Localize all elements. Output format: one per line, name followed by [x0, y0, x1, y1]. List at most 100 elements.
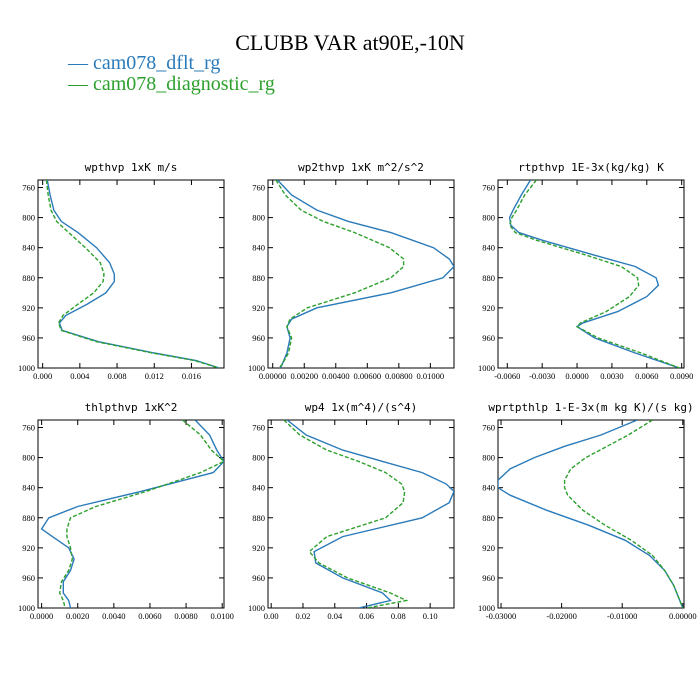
y-tick-label: 760 [482, 183, 495, 193]
y-tick-label: 920 [252, 543, 265, 553]
x-tick-label: 0.00 [264, 611, 279, 621]
x-tick-label: 0.00400 [322, 371, 350, 381]
series-line-dflt [498, 420, 684, 608]
panel-3: rtpthvp 1E-3x(kg/kg) K 760 800 840 880 920 960… [478, 161, 693, 381]
y-tick-label: 1000 [248, 603, 265, 613]
x-tick-label: 0.016 [182, 371, 201, 381]
x-tick-label: 0.0060 [138, 611, 161, 621]
y-tick-label: 920 [22, 303, 35, 313]
y-tick-label: 1000 [18, 363, 35, 373]
y-tick-label: 760 [252, 183, 265, 193]
y-tick-label: 840 [252, 483, 265, 493]
x-tick-label: 0.012 [145, 371, 164, 381]
y-tick-label: 1000 [248, 363, 265, 373]
plot-frame [497, 419, 685, 609]
plot-frame [37, 419, 225, 609]
y-tick-label: 800 [482, 453, 495, 463]
x-tick-label: 0.0000 [30, 611, 53, 621]
y-tick-label: 960 [482, 333, 495, 343]
x-tick-label: 0.01000 [417, 371, 445, 381]
x-tick-label: 0.00800 [385, 371, 413, 381]
panel-5: wp4 1x(m^4)/(s^4)76080084088092096010000… [248, 401, 455, 621]
y-tick-label: 960 [22, 333, 35, 343]
x-tick-label: -0.0030 [529, 371, 555, 381]
y-tick-label: 920 [22, 543, 35, 553]
y-tick-label: 840 [252, 243, 265, 253]
series-line-diagnostic [283, 420, 409, 608]
x-tick-label: 0.000 [33, 371, 52, 381]
x-tick-label: 0.00600 [353, 371, 381, 381]
y-tick-label: 880 [22, 273, 35, 283]
y-tick-label: 760 [22, 423, 35, 433]
legend-dash: — [68, 52, 88, 74]
x-tick-label: 0.0030 [600, 371, 623, 381]
y-tick-label: 760 [22, 183, 35, 193]
x-tick-label: -0.0060 [494, 371, 520, 381]
y-tick-label: 960 [22, 573, 35, 583]
series-line-dflt [508, 180, 680, 368]
series-line-dflt [286, 420, 454, 608]
y-tick-label: 880 [252, 513, 265, 523]
series-line-dflt [276, 180, 454, 368]
panel-4: thlpthvp 1xK^276080084088092096010000.00… [18, 401, 234, 621]
x-tick-label: 0.0060 [635, 371, 658, 381]
panel-title: wprtpthlp 1-E-3x(m kg K)/(s kg) [488, 401, 693, 414]
y-tick-label: 800 [22, 453, 35, 463]
legend-dash: — [68, 73, 88, 95]
y-tick-label: 760 [482, 423, 495, 433]
y-tick-label: 800 [22, 213, 35, 223]
x-tick-label: 0.08 [391, 611, 406, 621]
y-tick-label: 880 [22, 513, 35, 523]
y-tick-label: 880 [482, 513, 495, 523]
series-line-diagnostic [275, 180, 405, 368]
y-tick-label: 920 [252, 303, 265, 313]
panel-title: wp4 1x(m^4)/(s^4) [305, 401, 418, 414]
x-tick-label: 0.0040 [102, 611, 125, 621]
legend-label: cam078_diagnostic_rg [93, 73, 275, 95]
y-tick-label: 840 [482, 243, 495, 253]
x-tick-label: -0.02000 [546, 611, 576, 621]
plot-frame [37, 179, 225, 369]
x-tick-label: 0.04 [327, 611, 343, 621]
x-tick-label: 0.0080 [174, 611, 197, 621]
y-tick-label: 800 [482, 213, 495, 223]
x-tick-label: -0.01000 [607, 611, 637, 621]
y-tick-label: 920 [482, 543, 495, 553]
y-tick-label: 1000 [478, 363, 495, 373]
y-tick-label: 760 [252, 423, 265, 433]
y-tick-label: 840 [22, 243, 35, 253]
x-tick-label: 0.00000 [669, 611, 697, 621]
legend-label: cam078_dflt_rg [93, 52, 221, 74]
y-tick-label: 960 [482, 573, 495, 583]
y-tick-label: 840 [22, 483, 35, 493]
y-tick-label: 920 [482, 303, 495, 313]
legend-entry-diagnostic: — cam078_diagnostic_rg [68, 73, 275, 96]
y-tick-label: 840 [482, 483, 495, 493]
plot-frame [267, 179, 455, 369]
x-tick-label: 0.0000 [565, 371, 588, 381]
x-tick-label: 0.00200 [290, 371, 318, 381]
series-line-dflt [46, 180, 220, 368]
y-tick-label: 1000 [18, 603, 35, 613]
panel-title: wp2thvp 1xK m^2/s^2 [298, 161, 424, 174]
figure-title: CLUBB VAR at90E,-10N [235, 30, 465, 55]
y-tick-label: 880 [482, 273, 495, 283]
x-tick-label: 0.02 [296, 611, 311, 621]
x-tick-label: 0.004 [70, 371, 90, 381]
series-line-diagnostic [45, 180, 220, 368]
series-line-diagnostic [508, 180, 680, 368]
x-tick-label: 0.06 [359, 611, 374, 621]
x-tick-label: -0.03000 [486, 611, 516, 621]
plot-frame [267, 419, 455, 609]
x-tick-label: 0.00000 [259, 371, 287, 381]
series-line-dflt [40, 420, 224, 608]
y-tick-label: 960 [252, 333, 265, 343]
panel-title: thlpthvp 1xK^2 [85, 401, 178, 414]
x-tick-label: 0.0020 [66, 611, 89, 621]
panel-1: wpthvp 1xK m/s76080084088092096010000.00… [18, 161, 225, 381]
panel-title: rtpthvp 1E-3x(kg/kg) K [518, 161, 664, 174]
y-tick-label: 960 [252, 573, 265, 583]
series-line-diagnostic [58, 420, 224, 608]
y-tick-label: 1000 [478, 603, 495, 613]
